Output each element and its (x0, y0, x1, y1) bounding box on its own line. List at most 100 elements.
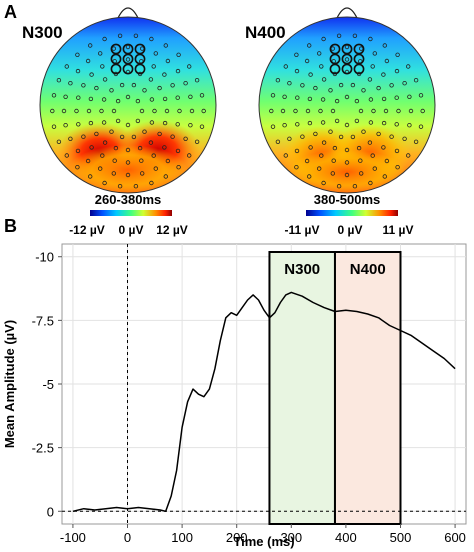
electrode (332, 145, 338, 151)
electrode (97, 166, 103, 171)
electrode (194, 77, 200, 83)
electrode (287, 80, 292, 86)
electrode (86, 108, 92, 114)
electrode (189, 108, 195, 114)
electrode (383, 108, 389, 114)
electrode (338, 82, 344, 88)
electrode (149, 36, 154, 42)
x-tick-label: 400 (335, 530, 357, 545)
electrode (376, 85, 381, 91)
electrode (63, 94, 68, 99)
electrode (81, 83, 86, 88)
highlighted-electrode (122, 63, 134, 75)
electrode (148, 140, 154, 145)
electrode (396, 108, 401, 114)
electrode (358, 158, 363, 163)
colorbar-min-label: -12 µV (69, 223, 105, 237)
electrode (99, 108, 104, 114)
electrode (287, 136, 292, 141)
electrode (331, 158, 336, 163)
electrode (294, 148, 300, 154)
panel-b-label: B (4, 216, 17, 236)
electrode (165, 58, 171, 64)
nose-icon (117, 7, 139, 19)
electrode (175, 122, 180, 127)
electrode (413, 77, 419, 83)
electrode (131, 82, 137, 88)
electrode (319, 64, 324, 69)
electrode (50, 108, 55, 114)
time-window-label: N300 (284, 261, 320, 278)
electrode (100, 153, 105, 158)
electrode (321, 140, 327, 145)
electrode (199, 93, 205, 98)
electrode (395, 52, 400, 57)
electrode (163, 43, 168, 48)
electrode (356, 145, 362, 151)
electrode (149, 120, 155, 125)
electrode (175, 95, 180, 100)
time-window-box (268, 251, 336, 525)
electrode (162, 96, 168, 102)
electrode (307, 120, 313, 126)
time-window-label: N400 (350, 261, 386, 278)
electrode (199, 124, 205, 129)
electrode (320, 97, 326, 102)
electrode (294, 68, 300, 74)
electrode (88, 120, 94, 126)
electrode (142, 129, 147, 134)
electrode (74, 108, 79, 114)
electrode (101, 120, 107, 125)
x-tick-label: 0 (124, 530, 131, 545)
electrode (407, 122, 412, 128)
electrode (368, 120, 374, 125)
electrode (188, 122, 193, 128)
electrode (280, 108, 286, 114)
electrode (395, 164, 400, 170)
series-group (72, 291, 456, 513)
x-tick-label: 500 (390, 530, 412, 545)
topomap-n300: N300 260-380ms -12 µV 0 µV 12 µV (22, 7, 217, 237)
x-ticks: -100 0 100 200 300 400 500 600 (60, 524, 466, 545)
electrode (157, 85, 162, 91)
electrode (75, 148, 81, 154)
electrode (328, 88, 333, 93)
colorbar (306, 210, 398, 216)
electrode (321, 180, 326, 186)
electrode (384, 158, 390, 164)
electrode (188, 94, 193, 99)
electrode (177, 108, 182, 114)
electrode (321, 36, 326, 42)
electrode (125, 147, 131, 153)
electrode (370, 153, 375, 158)
electrode (125, 172, 131, 178)
electrode (97, 51, 103, 56)
electrode (176, 52, 181, 57)
electrode (148, 77, 154, 82)
electrode (56, 139, 62, 144)
electrode (87, 174, 93, 179)
electrode (308, 145, 313, 150)
electrode (194, 139, 200, 144)
electrode (68, 80, 73, 86)
electrode (358, 108, 364, 114)
electrode (139, 108, 145, 114)
electrode (137, 145, 143, 151)
electrode (183, 80, 188, 86)
electrode (334, 118, 340, 124)
erp-waveform-line (72, 291, 456, 513)
electrode (420, 108, 425, 114)
electrode (153, 166, 158, 171)
electrode (183, 136, 188, 141)
electrode (125, 57, 131, 62)
electrode (101, 97, 107, 102)
electrode (407, 94, 412, 99)
head-outline (39, 16, 217, 194)
electrode (135, 98, 141, 104)
electrode (165, 158, 171, 164)
electrode (344, 147, 350, 153)
electrode (119, 82, 125, 88)
time-window-box (333, 251, 402, 525)
x-tick-label: 600 (444, 530, 466, 545)
electrode (372, 51, 377, 56)
